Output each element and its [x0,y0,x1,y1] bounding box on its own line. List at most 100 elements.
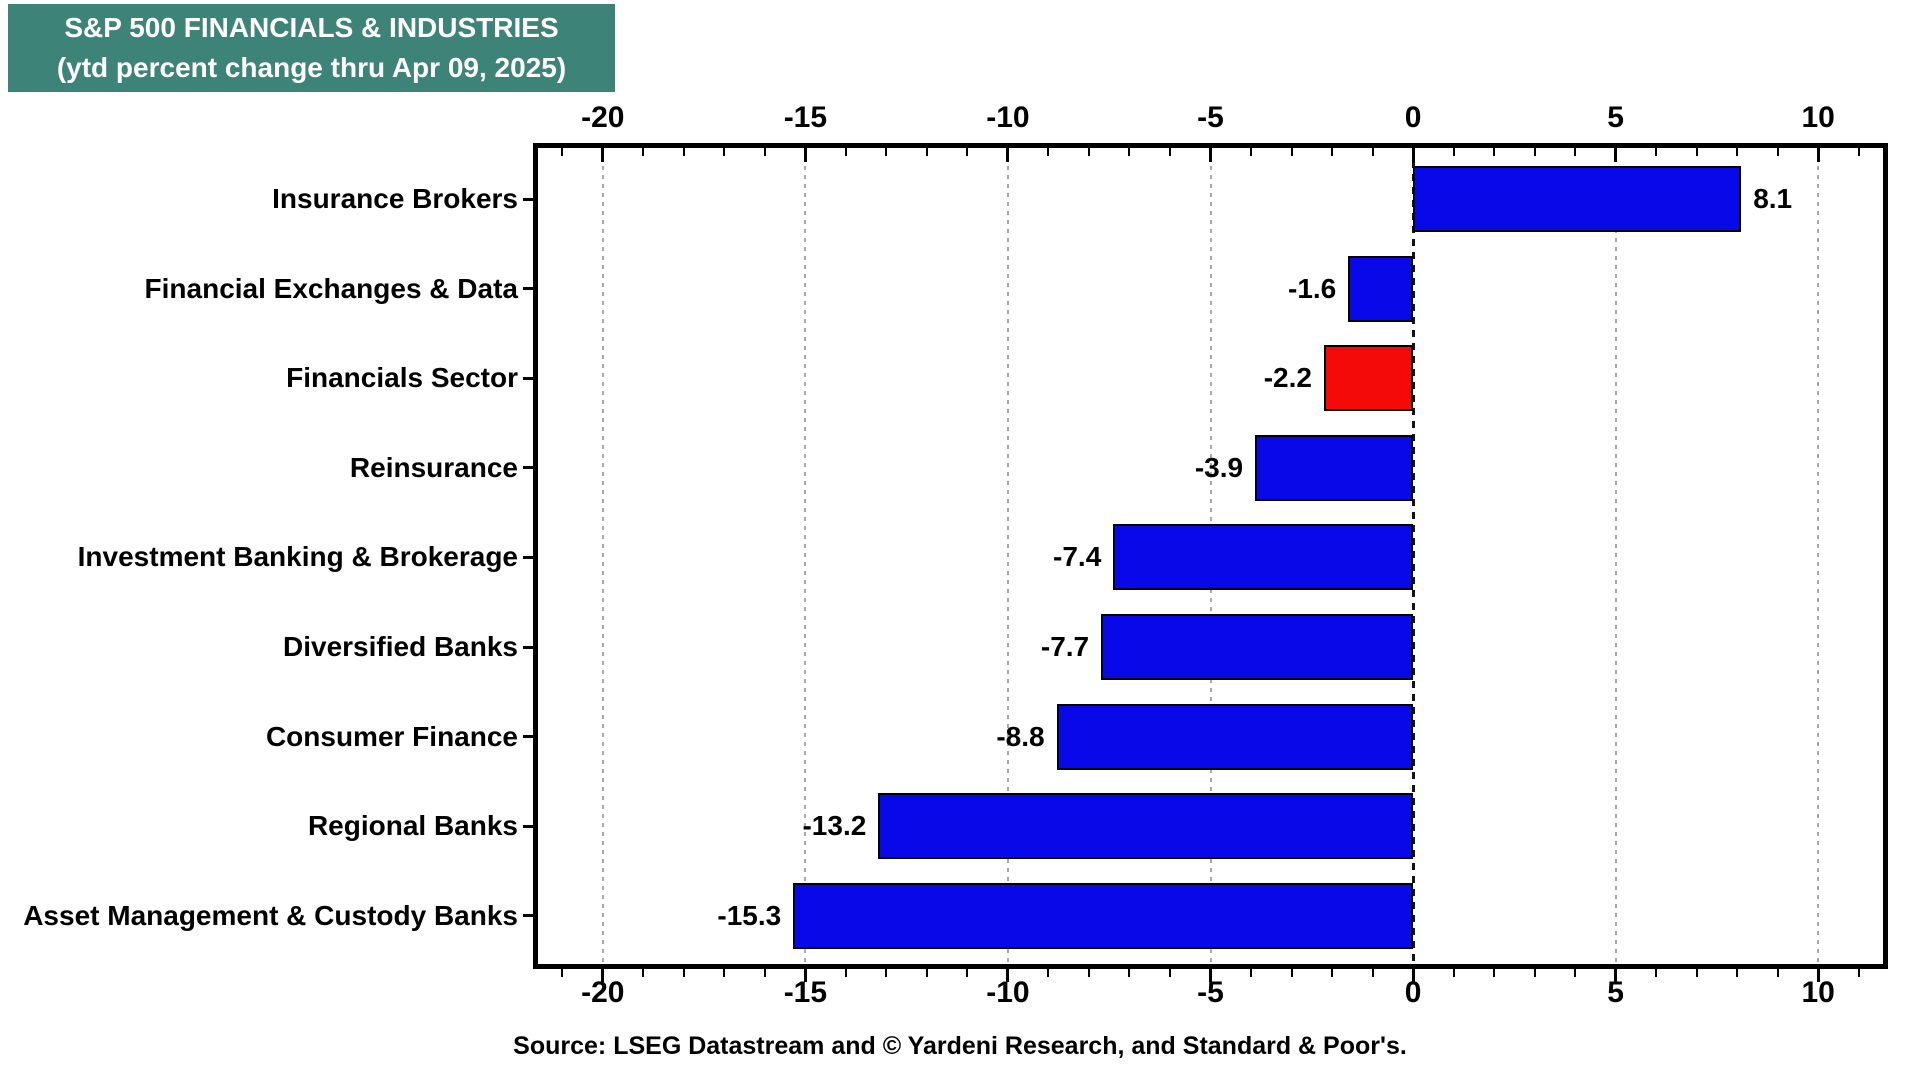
bar [793,882,1414,949]
x-axis-tick [1857,148,1860,156]
x-axis-tick [763,969,766,977]
gridline [601,148,604,964]
category-label: Consumer Finance [265,720,518,752]
x-axis-tick [885,148,888,156]
x-axis-tick [1047,148,1050,156]
x-axis-label-bottom: -15 [783,976,828,1009]
x-axis-tick [1857,969,1860,977]
category-label: Investment Banking & Brokerage [77,541,518,573]
x-axis-label-top: -15 [783,101,828,134]
bar-value-label: -3.9 [1194,451,1244,483]
chart-title-box: S&P 500 FINANCIALS & INDUSTRIES (ytd per… [8,4,615,92]
x-axis-tick [561,969,564,977]
x-axis-tick [1493,148,1496,156]
category-tick [523,645,533,649]
category-tick [523,466,533,470]
x-axis-tick [1209,969,1212,982]
bar [1348,255,1414,322]
category-tick [523,287,533,291]
bar [1413,166,1742,232]
x-axis-tick [925,148,928,156]
bar-value-label: -2.2 [1263,362,1312,394]
x-axis-label-top: 0 [1404,101,1422,134]
x-axis-tick [966,148,969,156]
bar [1323,345,1414,412]
x-axis-tick [1695,969,1698,977]
category-tick [523,914,533,918]
category-label: Regional Banks [307,810,518,842]
x-axis-tick [1087,148,1090,156]
gridline [1006,148,1009,964]
x-axis-tick [763,148,766,156]
x-axis-tick [966,969,969,977]
x-axis-tick [1655,148,1658,156]
source-note: Source: LSEG Datastream and © Yardeni Re… [513,1032,1407,1060]
gridline [1614,148,1617,964]
chart-subtitle: (ytd percent change thru Apr 09, 2025) [56,52,567,83]
x-axis-label-top: 5 [1607,101,1624,134]
x-axis-tick [1533,148,1536,156]
x-axis-label-top: -5 [1197,101,1224,134]
x-axis-label-bottom: -20 [581,976,625,1009]
x-axis-tick [1736,969,1739,977]
x-axis-tick [642,969,645,977]
x-axis-tick [1331,969,1334,977]
x-axis-tick [1614,148,1618,162]
bar [1255,434,1414,501]
x-axis-label-bottom: -5 [1197,976,1224,1009]
category-label: Financials Sector [286,362,518,394]
x-axis-tick [1209,148,1212,162]
x-axis-tick [1371,969,1374,977]
bar-value-label: -1.6 [1288,272,1337,304]
x-axis-label-top: -20 [581,101,625,134]
x-axis-tick [1168,148,1171,156]
x-axis-tick [1006,148,1010,162]
x-axis-tick [1816,148,1820,162]
x-axis-label-top: 10 [1801,101,1835,134]
x-axis-tick [642,148,645,156]
x-axis-tick [601,969,605,982]
x-axis-tick [1411,148,1415,162]
category-tick [523,197,533,201]
x-axis-tick [844,969,847,977]
x-axis-tick [1290,148,1293,156]
bar [1101,614,1414,680]
category-label: Reinsurance [349,451,518,483]
bar [1056,703,1414,770]
x-axis-tick [1574,969,1577,977]
x-axis-label-bottom: 0 [1404,976,1422,1009]
x-axis-tick [1047,969,1050,977]
x-axis-tick [1533,969,1536,977]
x-axis-tick [682,148,685,156]
gridline [804,148,807,964]
x-axis-tick [723,969,726,977]
x-axis-tick [1168,969,1171,977]
bar-value-label: -7.7 [1040,631,1090,662]
x-axis-tick [1128,969,1131,977]
category-tick [523,824,533,828]
category-label: Asset Management & Custody Banks [23,899,518,931]
category-tick [523,376,533,380]
x-axis-tick [803,148,807,162]
x-axis-tick [925,969,928,977]
bar-value-label: -8.8 [996,720,1045,752]
x-axis-tick [1736,148,1739,156]
bar-value-label: -7.4 [1053,541,1102,573]
category-label: Diversified Banks [283,631,518,662]
gridline [1817,148,1820,964]
category-label: Insurance Brokers [272,183,518,214]
x-axis-tick [1776,969,1779,977]
x-axis-tick [1574,148,1577,156]
x-axis-tick [601,148,605,162]
x-axis-tick [1290,969,1293,977]
x-axis-label-bottom: 5 [1607,976,1624,1009]
x-axis-tick [1411,969,1415,982]
x-axis-tick [1776,148,1779,156]
x-axis-label-top: -10 [986,101,1030,134]
category-tick [523,555,533,559]
x-axis-tick [1816,969,1820,982]
x-axis-tick [1250,148,1252,156]
zero-line [1412,148,1416,964]
x-axis-tick [885,969,888,977]
